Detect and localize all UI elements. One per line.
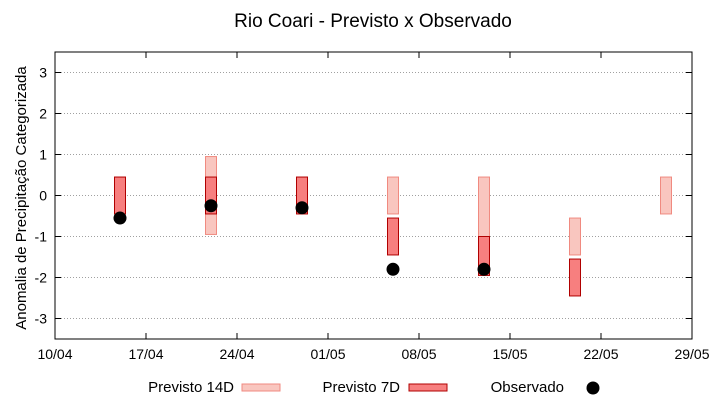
range-bar — [569, 217, 581, 256]
axis-ticks: -3 -2 -1 0 1 2 3 10/04 17/04 24/04 01/05 08/05 15/05… — [35, 52, 710, 362]
legend-label: Observado — [491, 379, 564, 396]
observed-point — [295, 201, 309, 215]
observed-point — [477, 262, 491, 276]
legend-label: Previsto 7D — [322, 379, 400, 396]
x-tick-label: 22/05 — [583, 346, 618, 362]
range-bar — [660, 176, 672, 215]
x-tick-label: 10/04 — [37, 346, 72, 362]
chart-title: Rio Coari - Previsto x Observado — [234, 11, 512, 32]
y-tick-label: -2 — [35, 270, 48, 286]
legend-swatch — [408, 383, 448, 392]
observed-point — [386, 262, 400, 276]
y-tick-label: 0 — [39, 188, 47, 204]
y-tick-label: 3 — [39, 65, 47, 81]
y-tick-label: -1 — [35, 229, 48, 245]
y-axis-label: Anomalia de Precipitação Categorizada — [13, 66, 30, 330]
y-tick-label: 1 — [39, 147, 47, 163]
range-bar — [114, 176, 126, 215]
observed-point — [204, 199, 218, 213]
observed-point — [113, 211, 127, 225]
x-tick-label: 01/05 — [310, 346, 345, 362]
legend: Previsto 14D Previsto 7D Observado — [148, 379, 600, 396]
x-tick-label: 17/04 — [128, 346, 163, 362]
y-tick-label: -3 — [35, 311, 48, 327]
range-bar — [205, 176, 217, 215]
legend-label: Previsto 14D — [148, 379, 234, 396]
x-tick-label: 08/05 — [401, 346, 436, 362]
legend-marker — [586, 381, 600, 395]
range-bar — [387, 217, 399, 256]
range-bar — [387, 176, 399, 215]
grid — [55, 72, 692, 319]
plot-marks — [113, 156, 672, 297]
x-tick-label: 15/05 — [492, 346, 527, 362]
x-tick-label: 24/04 — [219, 346, 254, 362]
y-tick-label: 2 — [39, 106, 47, 122]
x-tick-label: 29/05 — [674, 346, 709, 362]
legend-swatch — [241, 383, 281, 392]
range-bar — [569, 258, 581, 297]
